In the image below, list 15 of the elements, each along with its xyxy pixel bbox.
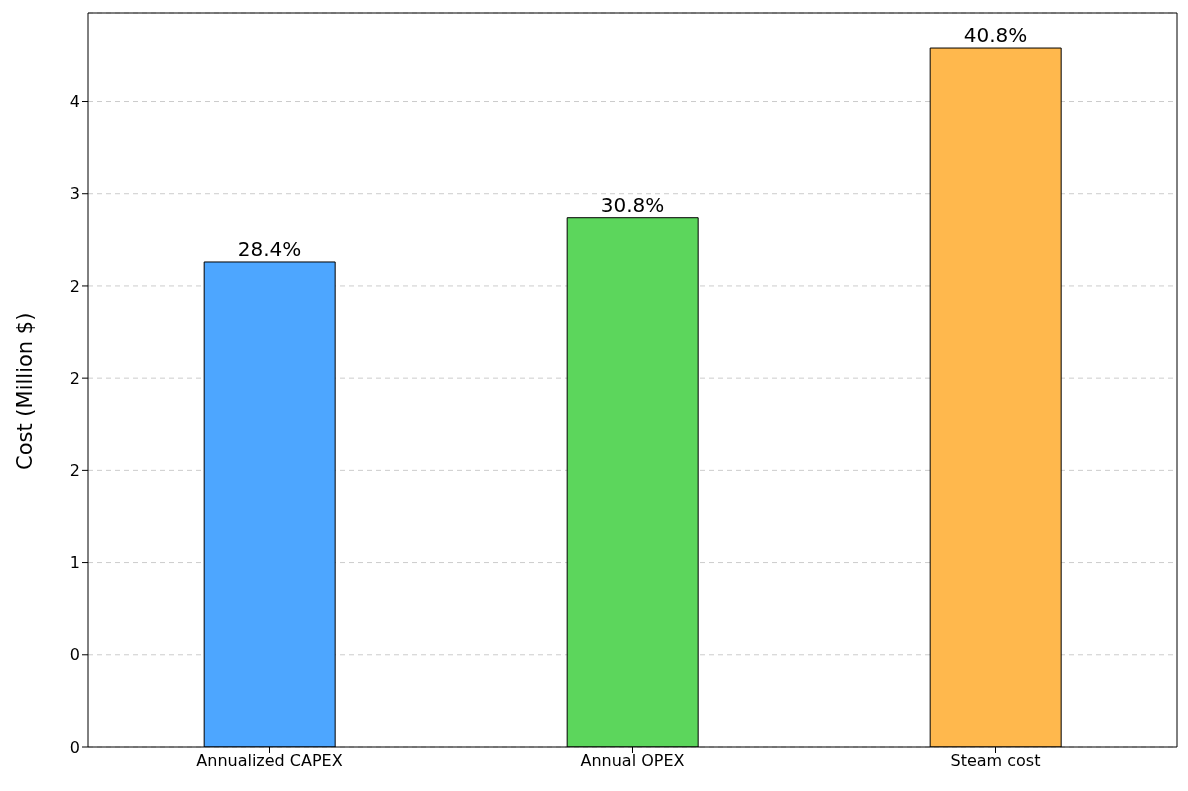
y-tick-label: 0 (69, 645, 80, 665)
x-tick-label: Annual OPEX (580, 751, 685, 771)
annotation: 28.4% (237, 236, 302, 261)
y-tick-label: 2 (69, 461, 80, 481)
y-tick-label: 3 (69, 184, 80, 204)
y-axis-title: Cost (Million $) (13, 312, 38, 470)
annotation: 40.8% (963, 23, 1028, 48)
y-tick-label: 2 (69, 276, 80, 296)
y-tick-label: 0 (69, 737, 80, 757)
y-tick-label: 2 (69, 368, 80, 388)
x-tick-label: Steam cost (950, 751, 1041, 771)
annotation: 30.8% (600, 192, 665, 217)
y-tick-label: 4 (69, 92, 80, 112)
x-tick-label: Annualized CAPEX (196, 751, 343, 771)
y-tick-label: 1 (69, 553, 80, 573)
